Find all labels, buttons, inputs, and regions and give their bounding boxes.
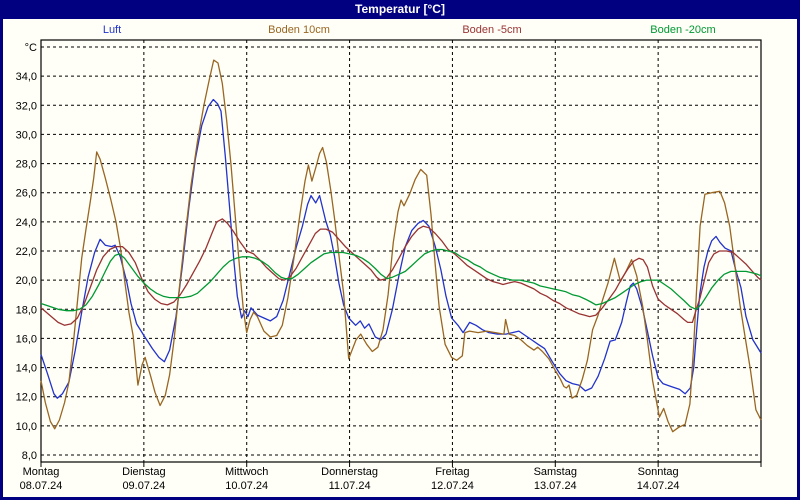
legend-row: Luft Boden 10cm Boden -5cm Boden -20cm	[0, 20, 800, 38]
series-line-luft	[40, 98, 762, 399]
plot-border	[40, 39, 762, 463]
x-date-label: 11.07.24	[329, 480, 371, 492]
series-line-boden-20cm	[40, 248, 762, 312]
x-day-label: Samstag	[534, 466, 577, 478]
x-date-label: 09.07.24	[122, 480, 165, 492]
legend-boden-20cm: Boden -20cm	[650, 24, 716, 36]
y-tick-label: 16,0	[16, 333, 37, 345]
series-line-boden-10cm	[40, 59, 762, 433]
x-date-label: 10.07.24	[225, 480, 268, 492]
x-day-label: Dienstag	[122, 466, 165, 478]
x-day-label: Sonntag	[638, 466, 679, 478]
y-tick-label: 14,0	[16, 363, 37, 375]
x-date-label: 08.07.24	[20, 480, 63, 492]
x-day-label: Mittwoch	[225, 466, 268, 478]
x-day-label: Donnerstag	[321, 466, 378, 478]
title-bar: Temperatur [°C]	[0, 0, 800, 19]
x-date-label: 14.07.24	[637, 480, 680, 492]
y-tick-label: 26,0	[16, 188, 37, 200]
y-tick-label: 34,0	[16, 71, 37, 83]
y-tick-label: 20,0	[16, 275, 37, 287]
legend-boden-5cm: Boden -5cm	[462, 24, 522, 36]
y-tick-label: 32,0	[16, 100, 37, 112]
x-day-label: Montag	[23, 466, 60, 478]
y-tick-label: 22,0	[16, 246, 37, 258]
window-title: Temperatur [°C]	[355, 2, 445, 16]
y-tick-label: 12,0	[16, 392, 37, 404]
y-tick-label: 10,0	[16, 421, 37, 433]
legend-boden-10cm: Boden 10cm	[268, 24, 330, 36]
series-line-boden-5cm	[40, 218, 762, 326]
y-tick-label: 28,0	[16, 159, 37, 171]
y-tick-label: 24,0	[16, 217, 37, 229]
x-date-label: 12.07.24	[431, 480, 474, 492]
y-tick-label: 18,0	[16, 304, 37, 316]
legend-luft: Luft	[102, 24, 122, 36]
y-tick-label: 30,0	[16, 129, 37, 141]
y-axis-unit-label: °C	[25, 42, 37, 54]
x-day-label: Freitag	[435, 466, 469, 478]
x-date-label: 13.07.24	[534, 480, 577, 492]
y-tick-label: 8,0	[22, 450, 37, 462]
